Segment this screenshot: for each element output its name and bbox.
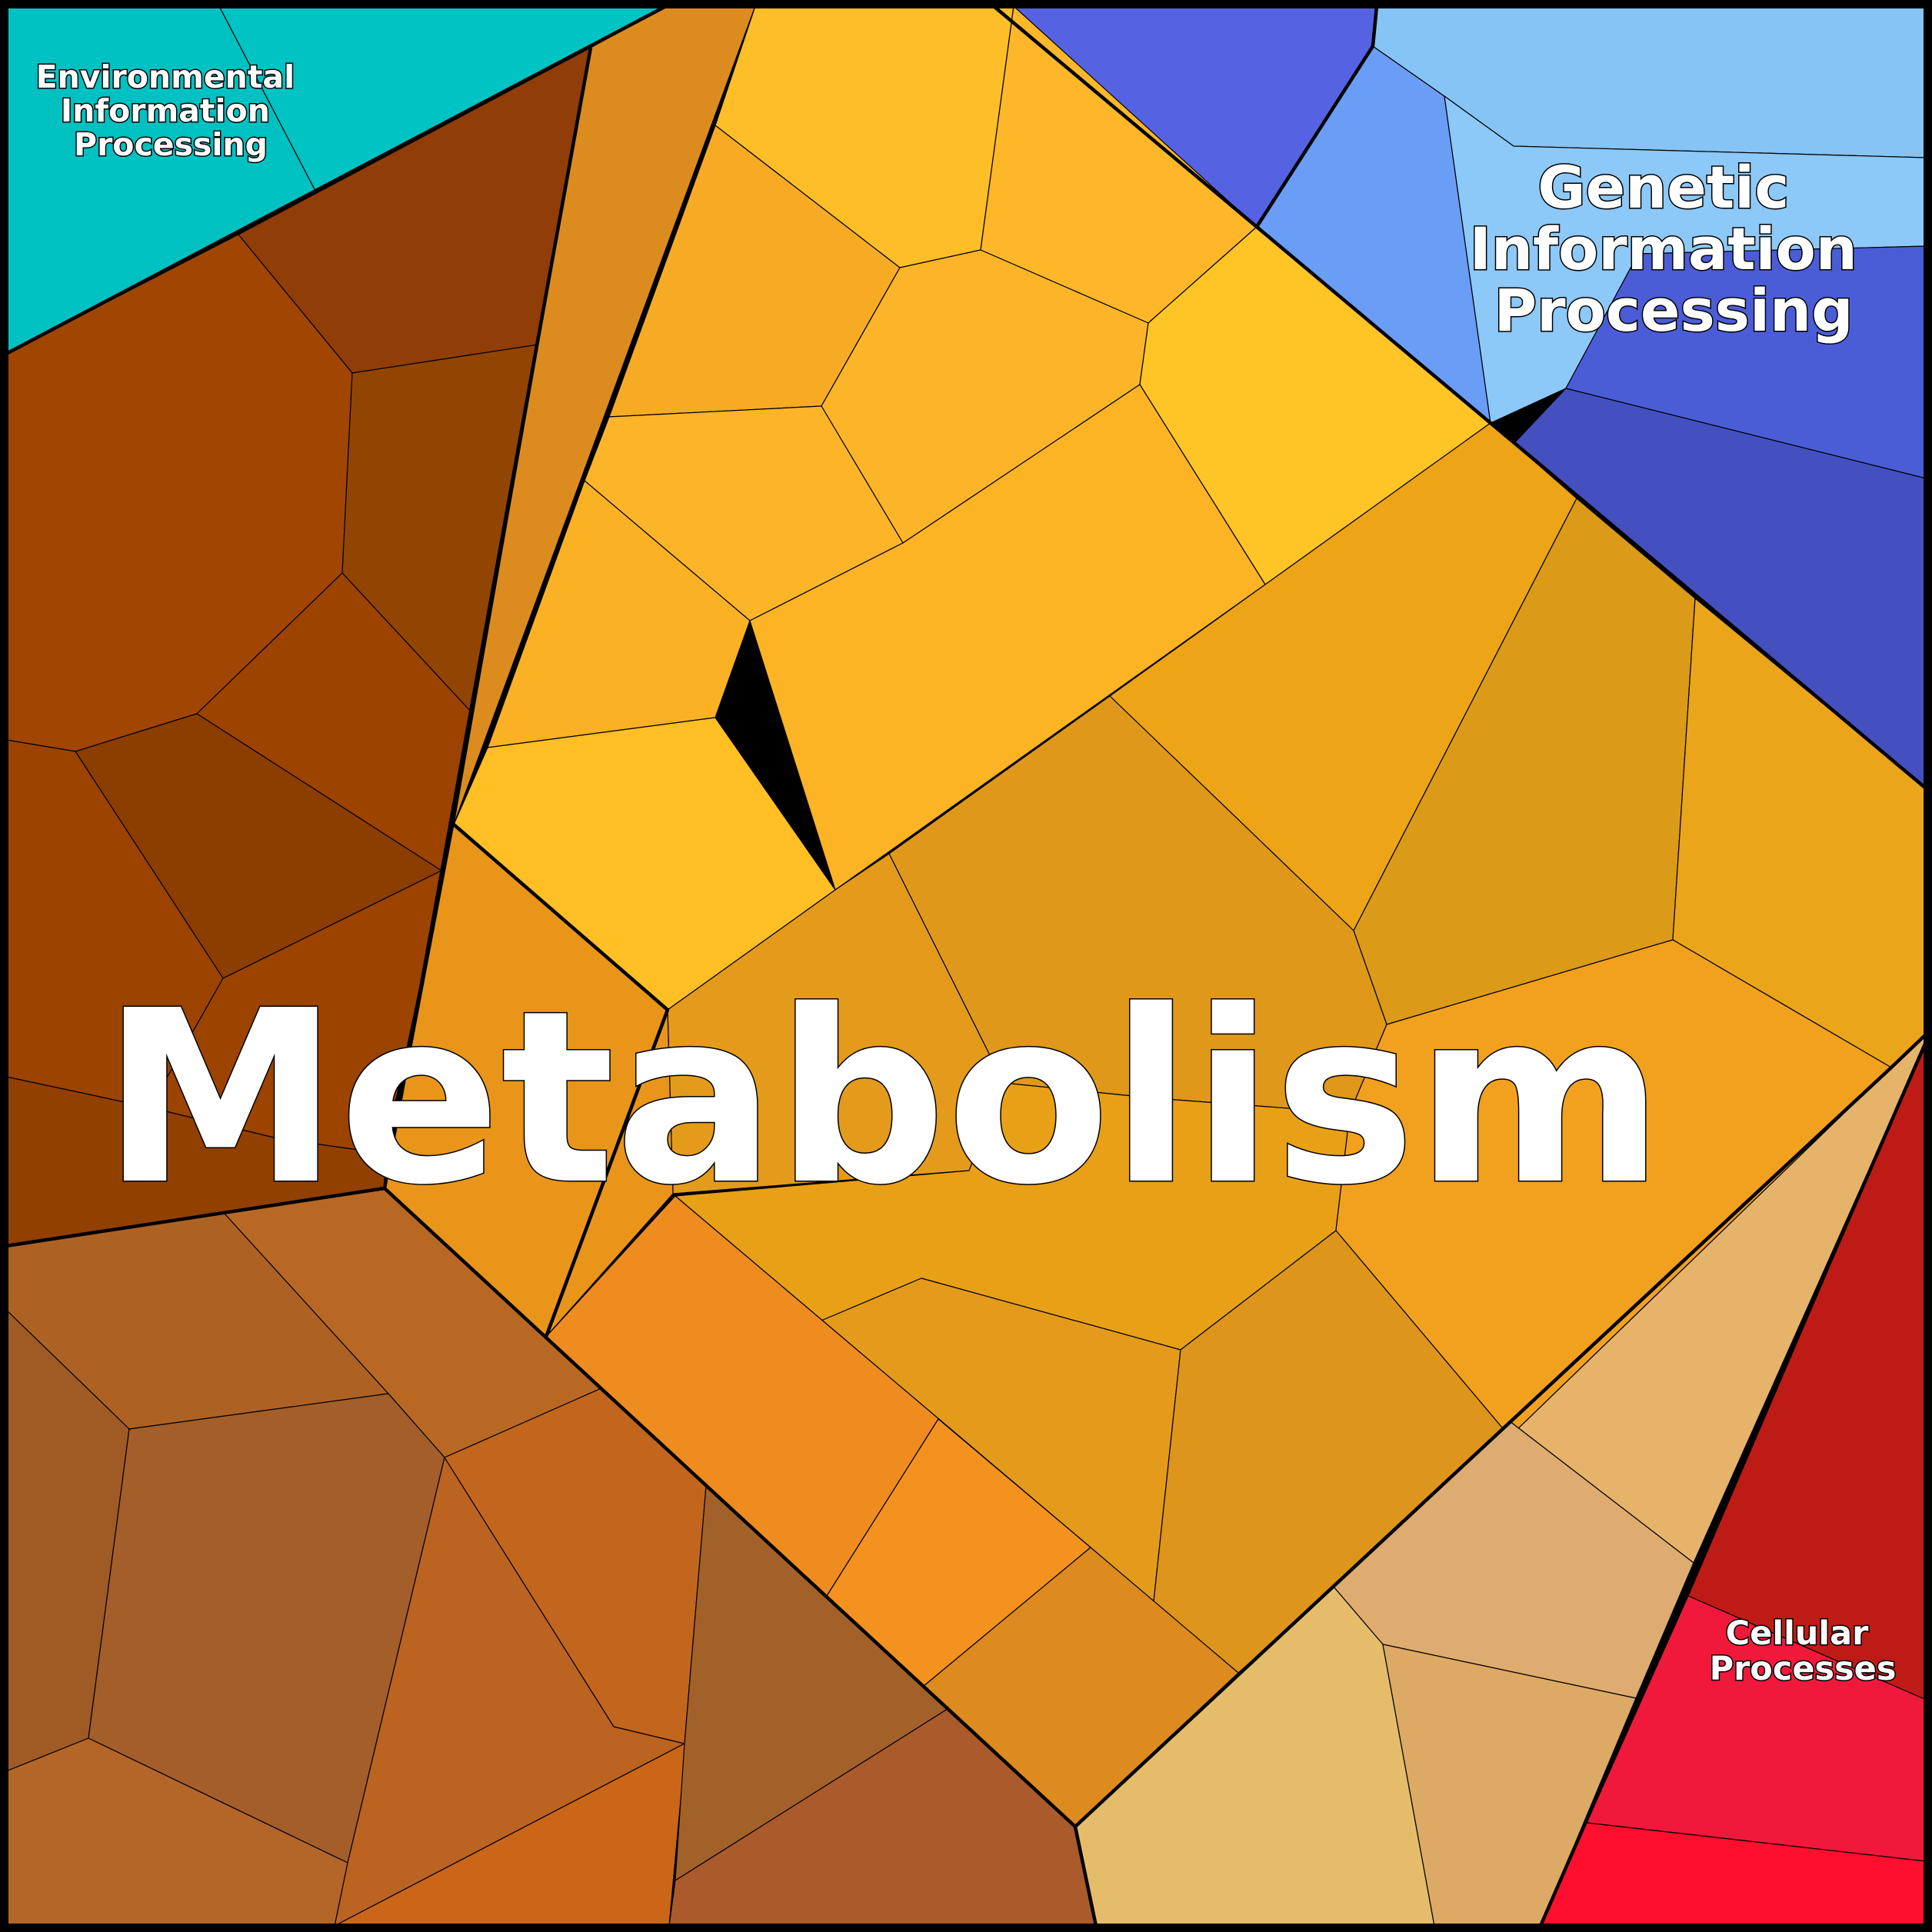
label-cellular: Cellular Processes — [1710, 1614, 1897, 1688]
label-environmental: Environmental Information Processing — [36, 58, 306, 163]
boundary-central — [452, 823, 670, 1337]
boundary-genetic-inner — [1255, 5, 1379, 228]
category-environmental — [5, 5, 667, 355]
label-genetic: Genetic Information Processing — [1470, 153, 1878, 345]
boundary-tan — [1074, 1033, 1927, 1828]
category-genetic — [993, 5, 1927, 789]
boundary-genetic — [992, 5, 1927, 790]
boundary-cellular — [1538, 1041, 1928, 1927]
category-metabolism-yellow — [453, 5, 1491, 1011]
boundary-environmental — [5, 5, 668, 355]
category-boundaries — [5, 5, 1928, 1927]
category-metabolism-tan — [1074, 1034, 1927, 1927]
category-metabolism-orange — [384, 422, 1927, 1827]
category-metabolism-lowbrown — [5, 1188, 1097, 1927]
cell-metabolism-y8 — [749, 384, 1266, 891]
category-metabolism-brown — [5, 47, 591, 1247]
label-metabolism: Metabolism — [102, 960, 1664, 1237]
